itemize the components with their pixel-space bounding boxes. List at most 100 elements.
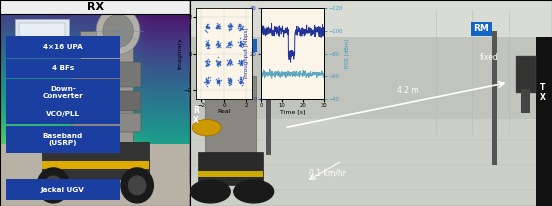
Text: 4 BFs: 4 BFs <box>52 66 74 71</box>
Point <box>202 60 211 63</box>
Point <box>214 80 222 83</box>
Point <box>225 58 234 61</box>
Point <box>213 60 221 63</box>
Point <box>203 46 212 49</box>
Point <box>226 59 235 62</box>
Point <box>202 25 211 28</box>
Point <box>205 47 214 50</box>
Point <box>236 81 245 84</box>
Point <box>227 43 236 46</box>
Point <box>203 22 211 25</box>
Point <box>226 40 235 44</box>
Point <box>236 61 245 64</box>
Point <box>226 57 235 61</box>
FancyBboxPatch shape <box>6 59 120 78</box>
Point <box>204 38 213 41</box>
Point <box>226 27 235 30</box>
Point <box>224 42 233 45</box>
Point <box>222 63 231 67</box>
Point <box>203 63 212 67</box>
Point <box>226 24 235 27</box>
Point <box>225 22 234 25</box>
Point <box>235 25 244 28</box>
Point <box>212 27 221 30</box>
Circle shape <box>192 119 221 136</box>
Point <box>236 62 245 65</box>
Point <box>238 81 247 84</box>
Point <box>201 43 210 46</box>
Point <box>215 61 224 64</box>
Point <box>226 40 235 43</box>
Point <box>227 78 236 82</box>
Point <box>236 76 245 79</box>
X-axis label: Real: Real <box>217 109 231 115</box>
Text: RM: RM <box>238 41 254 50</box>
Point <box>235 58 243 61</box>
Point <box>236 28 245 32</box>
Text: RM: RM <box>474 24 490 33</box>
Point <box>212 59 221 62</box>
Point <box>236 26 245 29</box>
Point <box>201 80 210 84</box>
Point <box>215 44 224 48</box>
Point <box>203 43 212 47</box>
Point <box>214 42 223 45</box>
Point <box>201 61 210 64</box>
Text: 4×16 UPA: 4×16 UPA <box>43 44 83 50</box>
Point <box>204 59 213 62</box>
Point <box>201 77 210 80</box>
Point <box>215 25 224 28</box>
FancyBboxPatch shape <box>0 0 190 14</box>
Point <box>224 61 233 65</box>
Y-axis label: Throughput [Mbps]: Throughput [Mbps] <box>243 27 248 80</box>
Point <box>225 58 234 62</box>
Point <box>200 80 209 83</box>
Point <box>225 61 233 64</box>
Point <box>216 78 225 81</box>
Point <box>213 40 221 43</box>
Point <box>222 59 231 62</box>
Point <box>214 25 222 28</box>
Point <box>213 26 221 30</box>
Point <box>237 81 246 84</box>
Point <box>237 26 246 29</box>
Point <box>214 79 222 82</box>
FancyBboxPatch shape <box>15 19 68 56</box>
Point <box>214 81 223 84</box>
Point <box>202 80 211 83</box>
Point <box>237 43 246 46</box>
FancyBboxPatch shape <box>6 104 120 124</box>
Point <box>211 26 220 29</box>
Point <box>236 62 245 65</box>
FancyBboxPatch shape <box>536 37 552 206</box>
Point <box>203 62 212 65</box>
Point <box>236 77 245 81</box>
Circle shape <box>121 168 153 203</box>
Point <box>237 79 246 82</box>
FancyBboxPatch shape <box>190 119 552 206</box>
Point <box>224 76 232 79</box>
Point <box>237 61 246 64</box>
Point <box>203 43 211 46</box>
Circle shape <box>190 180 230 203</box>
Y-axis label: RSS [dBm]: RSS [dBm] <box>344 39 349 68</box>
Point <box>225 61 234 64</box>
Point <box>202 76 211 79</box>
Point <box>226 24 235 28</box>
Point <box>202 27 211 30</box>
Point <box>237 42 246 45</box>
Point <box>236 25 245 28</box>
Point <box>236 80 245 83</box>
Point <box>234 61 243 64</box>
Point <box>204 42 213 46</box>
Point <box>237 45 246 48</box>
Point <box>224 76 232 80</box>
Point <box>204 76 213 80</box>
Point <box>239 24 248 27</box>
FancyBboxPatch shape <box>6 126 120 153</box>
Point <box>204 78 213 82</box>
Point <box>213 41 222 45</box>
Point <box>201 25 210 28</box>
Point <box>201 80 210 84</box>
Point <box>225 82 234 85</box>
